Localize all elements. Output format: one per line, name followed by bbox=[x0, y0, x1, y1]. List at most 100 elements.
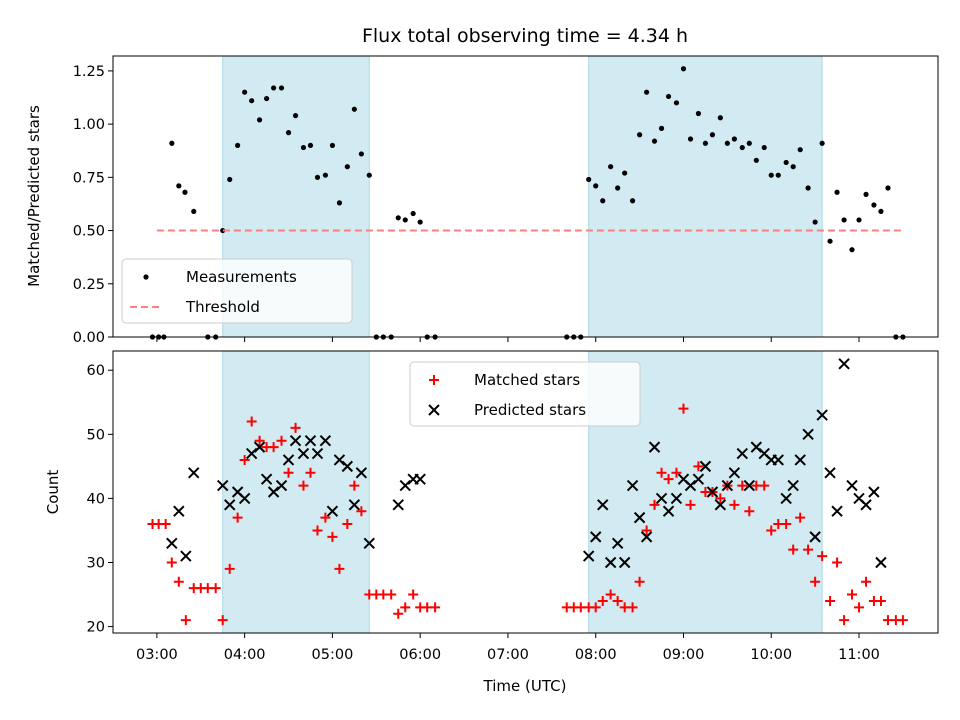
matched-star-point bbox=[327, 531, 338, 542]
measurement-point bbox=[395, 215, 401, 221]
matched-star-point bbox=[846, 589, 857, 600]
predicted-star-point bbox=[736, 447, 748, 460]
predicted-star-point bbox=[684, 479, 697, 492]
measurement-point bbox=[285, 130, 292, 136]
matched-star-point bbox=[232, 512, 243, 523]
measurement-point bbox=[768, 172, 774, 178]
matched-star-point bbox=[400, 602, 411, 613]
matched-star-point bbox=[788, 544, 799, 555]
predicted-star-point bbox=[655, 492, 668, 505]
legend-label: Predicted stars bbox=[474, 401, 586, 419]
predicted-star-point bbox=[245, 447, 258, 460]
predicted-star-point bbox=[743, 479, 756, 492]
legend-label: Threshold bbox=[185, 298, 260, 316]
measurement-point bbox=[271, 85, 277, 91]
predicted-star-point bbox=[831, 505, 843, 517]
matched-star-point bbox=[290, 422, 301, 433]
predicted-star-point bbox=[794, 454, 806, 466]
measurement-point bbox=[651, 138, 658, 144]
observing-interval-shade bbox=[222, 350, 370, 634]
matched-star-point bbox=[729, 499, 740, 510]
measurement-point bbox=[702, 140, 709, 146]
measurement-point bbox=[366, 172, 372, 178]
measurement-point bbox=[182, 189, 188, 195]
predicted-star-point bbox=[399, 479, 411, 492]
measurement-point bbox=[849, 247, 855, 253]
measurement-point bbox=[344, 164, 350, 170]
predicted-star-point bbox=[838, 358, 850, 370]
measurement-point bbox=[417, 219, 423, 225]
measurement-point bbox=[600, 198, 606, 204]
matched-star-point bbox=[166, 557, 177, 568]
measurement-point bbox=[176, 183, 182, 189]
measurement-point bbox=[797, 147, 803, 153]
predicted-star-point bbox=[582, 550, 595, 562]
predicted-star-point bbox=[260, 473, 273, 485]
predicted-star-point bbox=[633, 511, 646, 524]
measurement-point bbox=[695, 110, 701, 117]
legend-x-marker bbox=[428, 404, 440, 416]
x-tick-label: 05:00 bbox=[312, 647, 354, 663]
predicted-star-point bbox=[824, 467, 836, 479]
measurement-point bbox=[658, 125, 665, 131]
matched-star-point bbox=[759, 480, 770, 491]
matched-star-point bbox=[854, 602, 865, 613]
measurement-point bbox=[644, 89, 650, 95]
predicted-star-point bbox=[846, 479, 858, 492]
x-axis-title: Time (UTC) bbox=[483, 677, 567, 695]
legend-plus-marker bbox=[429, 375, 439, 385]
count-y-tick-label: 60 bbox=[87, 363, 105, 379]
measurement-point bbox=[314, 174, 321, 180]
matched-star-point bbox=[715, 493, 726, 504]
predicted-star-point bbox=[297, 447, 310, 460]
predicted-star-point bbox=[326, 505, 339, 517]
x-tick-label: 04:00 bbox=[224, 647, 266, 663]
measurement-point bbox=[169, 140, 175, 146]
predicted-star-point bbox=[355, 467, 368, 479]
observing-interval-shade bbox=[588, 55, 823, 338]
measurement-point bbox=[753, 157, 759, 163]
legend-label: Matched stars bbox=[474, 371, 580, 389]
ratio-panel: 0.00 0.25 0.50 0.75 1.00 1.25 Measurements Thre… bbox=[73, 55, 939, 346]
measurement-point bbox=[191, 208, 197, 215]
predicted-star-point bbox=[618, 556, 631, 569]
predicted-star-point bbox=[166, 537, 178, 549]
matched-star-point bbox=[246, 416, 257, 427]
matched-star-point bbox=[897, 615, 908, 626]
predicted-star-point bbox=[787, 479, 799, 492]
predicted-star-point bbox=[180, 550, 192, 562]
matched-star-point bbox=[283, 467, 294, 478]
count-axes-frame bbox=[112, 350, 939, 634]
measurement-point bbox=[665, 93, 672, 100]
matched-star-point bbox=[386, 589, 397, 600]
predicted-star-point bbox=[868, 486, 880, 498]
matched-star-point bbox=[180, 615, 191, 626]
matched-star-point bbox=[737, 480, 748, 491]
predicted-star-point bbox=[392, 499, 404, 511]
measurement-point bbox=[783, 159, 789, 166]
matched-star-point bbox=[627, 602, 638, 613]
predicted-star-point bbox=[282, 454, 295, 466]
ratio-y-axis-title: Matched/Predicted stars bbox=[25, 105, 43, 287]
measurement-point bbox=[761, 144, 767, 151]
matched-star-point bbox=[817, 551, 828, 562]
ratio-y-tick-label: 1.25 bbox=[73, 64, 105, 80]
measurement-point bbox=[256, 117, 263, 123]
matched-star-point bbox=[334, 563, 345, 574]
predicted-star-point bbox=[348, 499, 361, 511]
matched-star-point bbox=[810, 576, 821, 587]
measurement-point bbox=[322, 172, 328, 178]
matched-star-point bbox=[693, 461, 704, 472]
measurement-point bbox=[220, 227, 226, 234]
predicted-star-point bbox=[692, 473, 705, 485]
measurement-point bbox=[300, 144, 307, 151]
matched-star-point bbox=[781, 519, 792, 530]
predicted-star-point bbox=[670, 492, 683, 505]
matched-star-point bbox=[795, 512, 806, 523]
predicted-star-point bbox=[714, 499, 727, 511]
x-tick-label: 07:00 bbox=[487, 647, 529, 663]
count-y-tick-label: 40 bbox=[87, 491, 105, 507]
legend-dot-marker bbox=[143, 274, 149, 280]
predicted-star-point bbox=[706, 486, 719, 498]
